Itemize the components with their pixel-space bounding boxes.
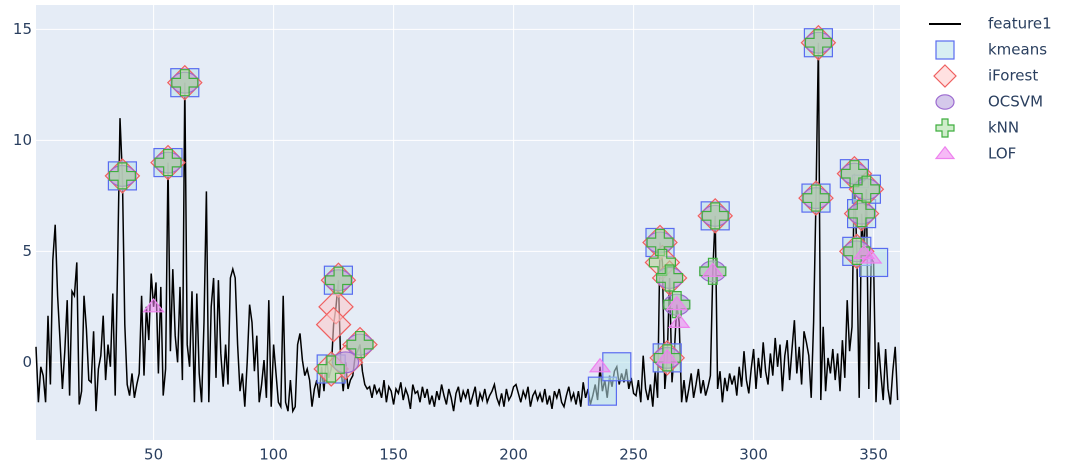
- legend-symbol: [935, 40, 955, 60]
- y-tick-label: 5: [22, 242, 32, 260]
- marker: [324, 266, 352, 294]
- marker: [852, 175, 881, 203]
- marker: [802, 184, 830, 212]
- y-tick-label: 10: [13, 131, 32, 149]
- marker-group: [108, 29, 881, 383]
- y-tick-label: 0: [22, 353, 32, 371]
- marker: [154, 148, 182, 177]
- legend-symbol: [933, 64, 957, 88]
- x-tick-label: 200: [499, 446, 528, 464]
- x-tick-label: 50: [144, 446, 163, 464]
- legend-symbol: [935, 118, 955, 138]
- marker: [701, 262, 725, 277]
- marker: [667, 313, 691, 328]
- marker: [847, 200, 876, 228]
- x-tick-label: 300: [739, 446, 768, 464]
- marker: [587, 376, 618, 406]
- marker: [346, 330, 374, 359]
- marker: [665, 295, 689, 311]
- marker: [317, 355, 345, 383]
- x-tick-label: 100: [259, 446, 288, 464]
- legend-label: kmeans: [988, 41, 1047, 59]
- marker: [804, 29, 833, 57]
- marker: [701, 202, 729, 230]
- legend-label: iForest: [988, 67, 1038, 85]
- marker: [843, 237, 871, 265]
- y-tick-label: 15: [13, 20, 32, 38]
- marker: [602, 352, 632, 382]
- legend-symbol: [935, 94, 955, 110]
- legend-symbol: [934, 145, 956, 160]
- marker: [859, 249, 883, 264]
- marker: [315, 306, 352, 343]
- legend-label: feature1: [988, 15, 1052, 33]
- x-tick-label: 350: [859, 446, 888, 464]
- marker: [142, 297, 165, 313]
- marker-group: [142, 244, 883, 373]
- marker: [655, 348, 679, 364]
- marker: [108, 162, 136, 190]
- data-line: [35, 42, 899, 414]
- x-tick-label: 250: [619, 446, 648, 464]
- legend-label: LOF: [988, 145, 1016, 163]
- legend-label: kNN: [988, 119, 1019, 137]
- legend-label: OCSVM: [988, 93, 1043, 111]
- marker: [588, 357, 612, 373]
- marker: [655, 264, 684, 292]
- x-tick-label: 150: [379, 446, 408, 464]
- marker: [171, 69, 199, 97]
